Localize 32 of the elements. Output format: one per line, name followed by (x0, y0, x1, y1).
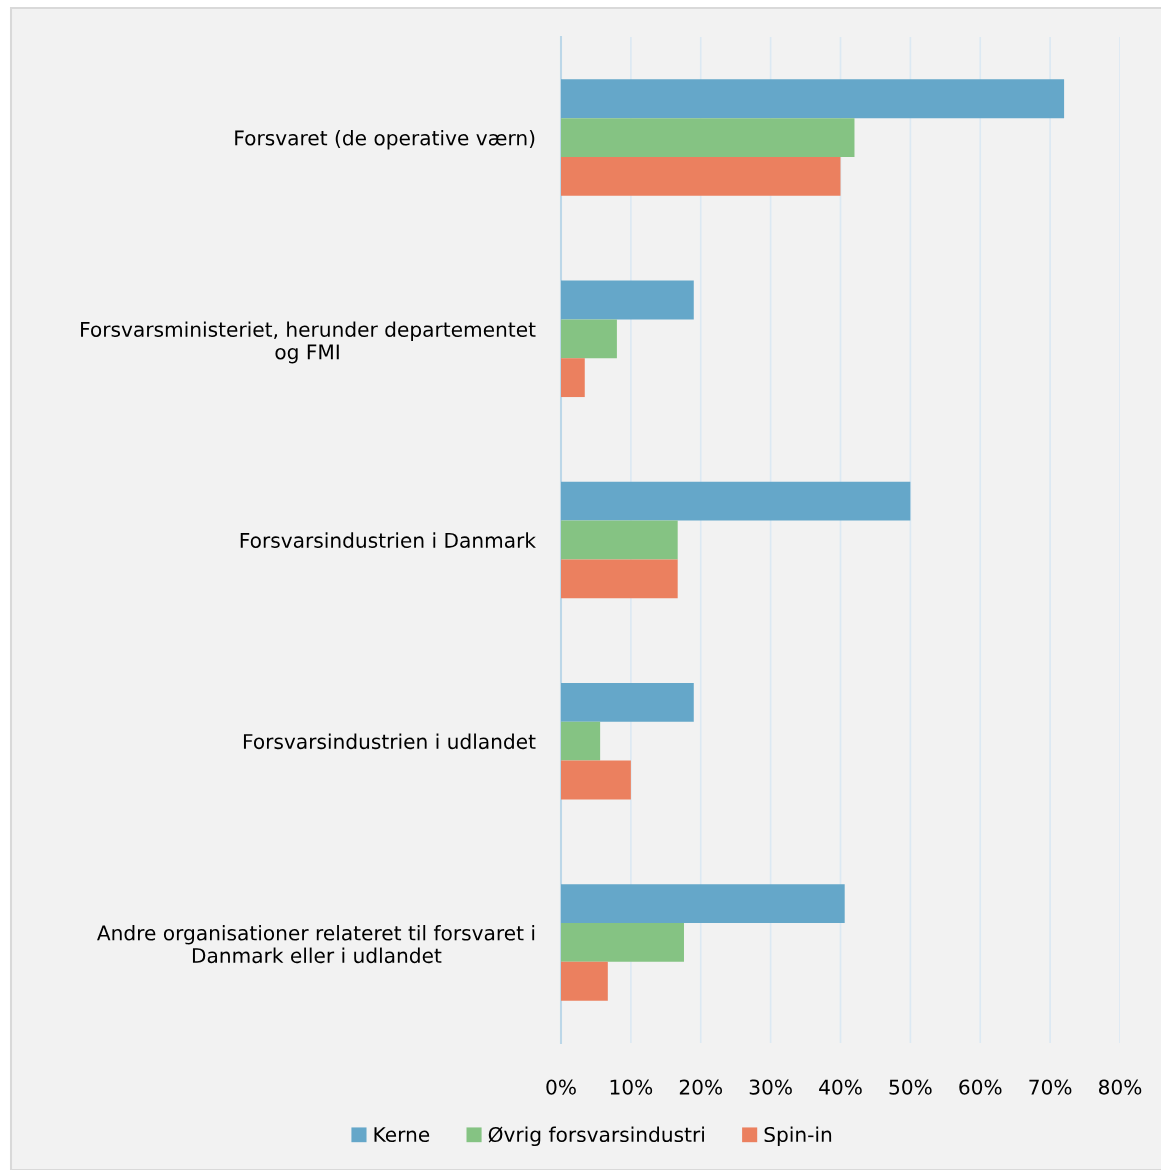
x-tick-label: 10% (610, 1079, 653, 1095)
bar (561, 884, 845, 923)
x-tick-label: 60% (959, 1079, 1002, 1095)
x-tick-label: 80% (1098, 1079, 1142, 1095)
y-tick-label: Forsvarsministeriet, herunder departementet og FMI (81, 321, 536, 364)
bar (561, 481, 911, 521)
y-tick-label: Forsvarsindustrien i Danmark (240, 532, 536, 548)
bar (561, 319, 617, 359)
x-tick-label: 20% (679, 1079, 723, 1095)
x-tick-label: 70% (1029, 1079, 1072, 1095)
x-tick-label: 0% (546, 1079, 576, 1095)
x-tick-label: 30% (749, 1079, 792, 1095)
legend-label: Spin-in (764, 1126, 832, 1147)
bar (561, 79, 1065, 119)
y-tick-label: Forsvarsindustrien i udlandet (243, 733, 536, 750)
bar (561, 559, 678, 599)
bar (561, 721, 601, 761)
bar (561, 358, 585, 398)
bar (561, 961, 608, 1001)
bar (561, 118, 855, 158)
legend-label: Øvrig forsvarsindustri (488, 1126, 704, 1147)
y-tick-label: Forsvaret (de operative værn) (235, 129, 535, 150)
bar (561, 922, 684, 962)
legend-label: Kerne (374, 1127, 430, 1143)
bar (561, 760, 631, 800)
bar (561, 682, 694, 722)
bar (561, 157, 841, 196)
y-tick-label: Andre organisationer relateret til forsvaret i Danmark eller i udlandet (97, 925, 535, 964)
bar (561, 280, 694, 320)
bar (561, 520, 678, 560)
x-tick-label: 50% (889, 1079, 932, 1095)
x-tick-label: 40% (819, 1079, 862, 1095)
